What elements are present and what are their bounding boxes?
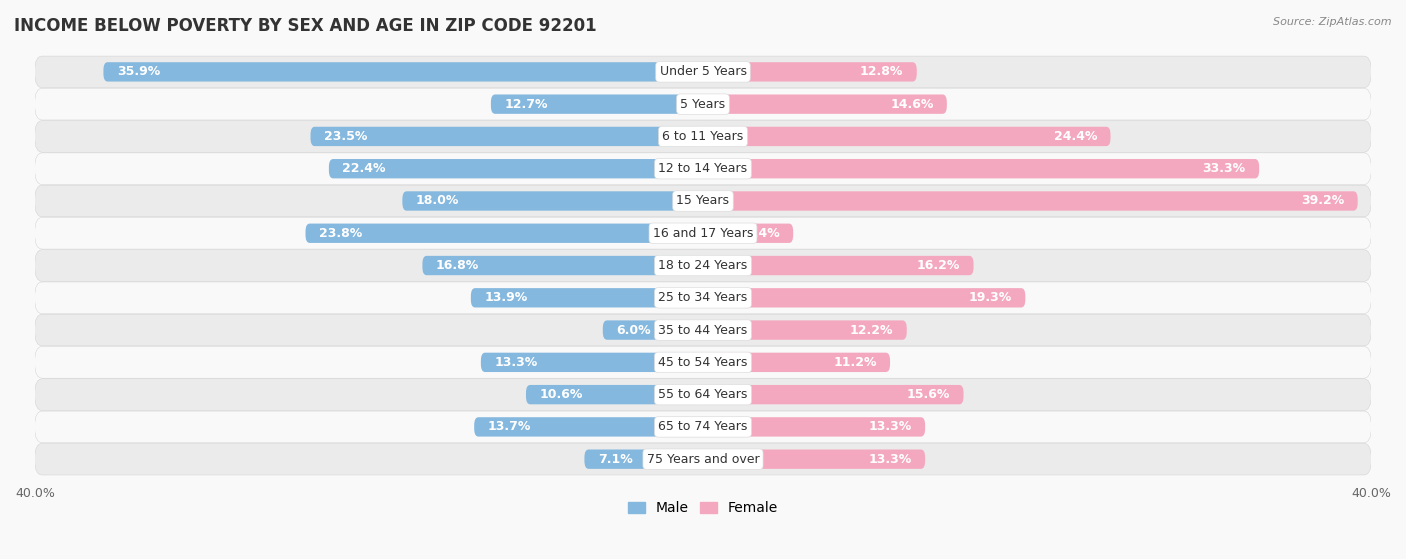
Text: 12.7%: 12.7% [505,98,548,111]
Text: 18.0%: 18.0% [416,195,460,207]
FancyBboxPatch shape [35,121,1371,152]
FancyBboxPatch shape [305,224,703,243]
Text: 39.2%: 39.2% [1301,195,1344,207]
FancyBboxPatch shape [703,417,925,437]
FancyBboxPatch shape [585,449,703,469]
Text: 7.1%: 7.1% [598,453,633,466]
FancyBboxPatch shape [526,385,703,404]
Text: 13.3%: 13.3% [495,356,537,369]
Text: 5 Years: 5 Years [681,98,725,111]
Text: 13.7%: 13.7% [488,420,531,433]
FancyBboxPatch shape [35,411,1371,443]
FancyBboxPatch shape [35,314,1371,346]
FancyBboxPatch shape [703,320,907,340]
FancyBboxPatch shape [35,217,1371,249]
FancyBboxPatch shape [35,282,1371,314]
FancyBboxPatch shape [703,385,963,404]
Text: 10.6%: 10.6% [540,388,582,401]
Text: 16 and 17 Years: 16 and 17 Years [652,227,754,240]
Text: 65 to 74 Years: 65 to 74 Years [658,420,748,433]
Text: 6.0%: 6.0% [616,324,651,337]
Text: 12 to 14 Years: 12 to 14 Years [658,162,748,175]
FancyBboxPatch shape [35,153,1371,184]
Text: 33.3%: 33.3% [1202,162,1246,175]
FancyBboxPatch shape [703,224,793,243]
Text: 13.3%: 13.3% [869,453,911,466]
FancyBboxPatch shape [422,256,703,275]
Text: 16.2%: 16.2% [917,259,960,272]
FancyBboxPatch shape [603,320,703,340]
Text: 15.6%: 15.6% [907,388,950,401]
Text: 23.5%: 23.5% [323,130,367,143]
Text: 15 Years: 15 Years [676,195,730,207]
Text: 22.4%: 22.4% [342,162,385,175]
FancyBboxPatch shape [35,379,1371,410]
FancyBboxPatch shape [481,353,703,372]
Text: 45 to 54 Years: 45 to 54 Years [658,356,748,369]
Text: 23.8%: 23.8% [319,227,363,240]
FancyBboxPatch shape [35,88,1371,120]
Text: 14.6%: 14.6% [890,98,934,111]
FancyBboxPatch shape [703,127,1111,146]
FancyBboxPatch shape [402,191,703,211]
Text: 55 to 64 Years: 55 to 64 Years [658,388,748,401]
Text: 24.4%: 24.4% [1053,130,1097,143]
FancyBboxPatch shape [329,159,703,178]
FancyBboxPatch shape [703,288,1025,307]
Text: Under 5 Years: Under 5 Years [659,65,747,78]
FancyBboxPatch shape [471,288,703,307]
FancyBboxPatch shape [474,417,703,437]
Text: 35.9%: 35.9% [117,65,160,78]
FancyBboxPatch shape [703,159,1260,178]
FancyBboxPatch shape [703,94,946,114]
Legend: Male, Female: Male, Female [623,496,783,521]
FancyBboxPatch shape [703,191,1358,211]
FancyBboxPatch shape [491,94,703,114]
Text: 5.4%: 5.4% [745,227,780,240]
FancyBboxPatch shape [703,353,890,372]
FancyBboxPatch shape [35,347,1371,378]
Text: Source: ZipAtlas.com: Source: ZipAtlas.com [1274,17,1392,27]
FancyBboxPatch shape [35,56,1371,88]
FancyBboxPatch shape [703,256,973,275]
Text: 6 to 11 Years: 6 to 11 Years [662,130,744,143]
Text: 16.8%: 16.8% [436,259,479,272]
Text: 13.3%: 13.3% [869,420,911,433]
FancyBboxPatch shape [35,185,1371,217]
Text: INCOME BELOW POVERTY BY SEX AND AGE IN ZIP CODE 92201: INCOME BELOW POVERTY BY SEX AND AGE IN Z… [14,17,596,35]
Text: 12.8%: 12.8% [860,65,904,78]
Text: 75 Years and over: 75 Years and over [647,453,759,466]
FancyBboxPatch shape [703,449,925,469]
Text: 11.2%: 11.2% [834,356,877,369]
FancyBboxPatch shape [703,62,917,82]
FancyBboxPatch shape [35,443,1371,475]
Text: 25 to 34 Years: 25 to 34 Years [658,291,748,304]
Text: 19.3%: 19.3% [969,291,1012,304]
Text: 18 to 24 Years: 18 to 24 Years [658,259,748,272]
FancyBboxPatch shape [35,250,1371,281]
Text: 13.9%: 13.9% [484,291,527,304]
Text: 35 to 44 Years: 35 to 44 Years [658,324,748,337]
Text: 12.2%: 12.2% [849,324,893,337]
FancyBboxPatch shape [311,127,703,146]
FancyBboxPatch shape [104,62,703,82]
